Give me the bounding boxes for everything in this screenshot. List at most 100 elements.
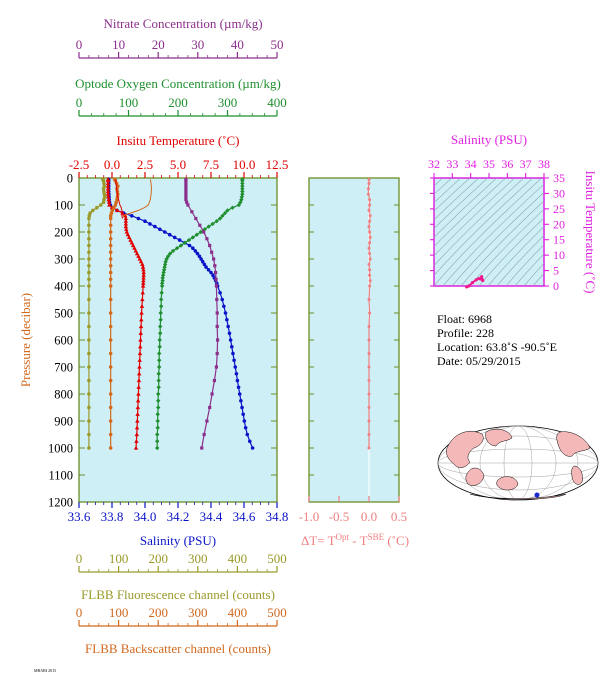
data-point xyxy=(367,298,371,301)
data-point xyxy=(105,191,111,196)
data-point xyxy=(123,218,129,223)
data-point xyxy=(143,219,147,223)
data-point xyxy=(159,281,165,286)
data-point xyxy=(87,214,92,218)
data-point xyxy=(367,181,371,185)
data-point xyxy=(167,232,172,237)
nitrate-tick-label: 50 xyxy=(271,37,284,52)
data-point xyxy=(105,181,111,185)
data-point xyxy=(140,283,146,288)
ts-temp-tick-label: 25 xyxy=(553,202,565,216)
fluorescence-tick-label: 0 xyxy=(76,551,83,566)
data-point xyxy=(155,439,160,444)
data-point xyxy=(157,331,163,336)
temperature-tick-label: 2.5 xyxy=(137,157,153,172)
dt-tick-label: 0.0 xyxy=(361,509,377,524)
data-point xyxy=(206,224,211,229)
data-point xyxy=(123,224,129,229)
data-point xyxy=(185,200,189,204)
isopycnal-line xyxy=(514,253,544,286)
data-point xyxy=(159,290,164,295)
oxygen-tick-label: 200 xyxy=(168,95,188,110)
isopycnal-line xyxy=(478,217,544,286)
data-point xyxy=(87,297,91,302)
data-point xyxy=(367,365,371,369)
data-point xyxy=(87,365,91,369)
data-point xyxy=(108,270,113,275)
footer-credit: MBARI 2015 xyxy=(34,668,56,673)
ts-isopycnals xyxy=(434,178,544,286)
data-point xyxy=(234,371,239,376)
data-point xyxy=(136,253,141,258)
data-point xyxy=(87,216,91,221)
data-point xyxy=(138,324,144,329)
pressure-tick-label: 0 xyxy=(67,172,73,186)
data-point xyxy=(87,324,91,329)
temperature-axis-label: Insitu Temperature (˚C) xyxy=(116,133,239,148)
data-point xyxy=(217,216,223,221)
data-point xyxy=(215,297,219,302)
isopycnal-line xyxy=(487,226,544,286)
data-point xyxy=(108,216,113,221)
dt-tick-label: 0.5 xyxy=(391,509,407,524)
data-point xyxy=(215,311,219,315)
backscatter-tick-label: 0 xyxy=(76,605,83,620)
data-point xyxy=(132,245,137,250)
data-point xyxy=(366,192,370,196)
isopycnal-line xyxy=(460,200,544,286)
pressure-axis-label: Pressure (decibar) xyxy=(18,293,33,387)
data-point xyxy=(141,275,146,280)
salinity-axis-label: Salinity (PSU) xyxy=(140,533,216,548)
data-point xyxy=(198,223,202,227)
data-point xyxy=(102,195,107,199)
data-point xyxy=(106,194,111,199)
data-point xyxy=(239,194,245,200)
data-point xyxy=(153,224,157,229)
data-point xyxy=(87,250,91,255)
data-point xyxy=(87,230,91,234)
ts-sal-tick-label: 37 xyxy=(520,157,532,171)
data-point xyxy=(214,270,218,275)
pressure-tick-label: 900 xyxy=(54,415,73,429)
data-point xyxy=(137,357,142,362)
temperature-series xyxy=(105,176,146,450)
pressure-tick-label: 700 xyxy=(54,361,73,375)
data-point xyxy=(108,365,113,369)
data-point xyxy=(156,378,161,383)
data-point xyxy=(474,278,478,282)
data-point xyxy=(126,235,132,239)
data-point xyxy=(368,279,372,283)
data-point xyxy=(236,385,241,390)
data-point xyxy=(194,232,200,237)
data-point xyxy=(191,246,195,250)
data-point xyxy=(222,210,228,216)
data-point xyxy=(229,344,234,349)
nitrate-tick-label: 20 xyxy=(152,37,165,52)
data-point xyxy=(214,284,219,288)
data-point xyxy=(129,240,134,245)
data-point xyxy=(184,189,188,194)
data-point xyxy=(137,256,142,261)
delta-t-series xyxy=(366,177,372,450)
data-point xyxy=(87,419,91,423)
data-point xyxy=(467,284,471,288)
data-point xyxy=(470,281,475,285)
data-point xyxy=(125,232,131,237)
data-point xyxy=(184,195,188,199)
ts-sal-tick-label: 35 xyxy=(483,157,495,171)
salinity-tick-label: 34.0 xyxy=(134,509,157,524)
data-point xyxy=(193,249,198,253)
data-point xyxy=(130,243,136,248)
data-point xyxy=(368,219,372,223)
pressure-tick-label: 300 xyxy=(54,253,73,267)
data-point xyxy=(213,264,217,268)
ts-temperature-axis-label: Insitu Temperature (˚C) xyxy=(583,170,598,293)
data-point xyxy=(235,378,240,383)
data-point xyxy=(87,351,91,356)
ts-temp-tick-label: 15 xyxy=(553,233,565,247)
salinity-tick-label: 34.8 xyxy=(266,509,289,524)
data-point xyxy=(108,311,113,315)
temperature-line xyxy=(115,179,124,219)
pressure-tick-label: 1200 xyxy=(48,496,73,510)
data-point xyxy=(187,243,192,248)
